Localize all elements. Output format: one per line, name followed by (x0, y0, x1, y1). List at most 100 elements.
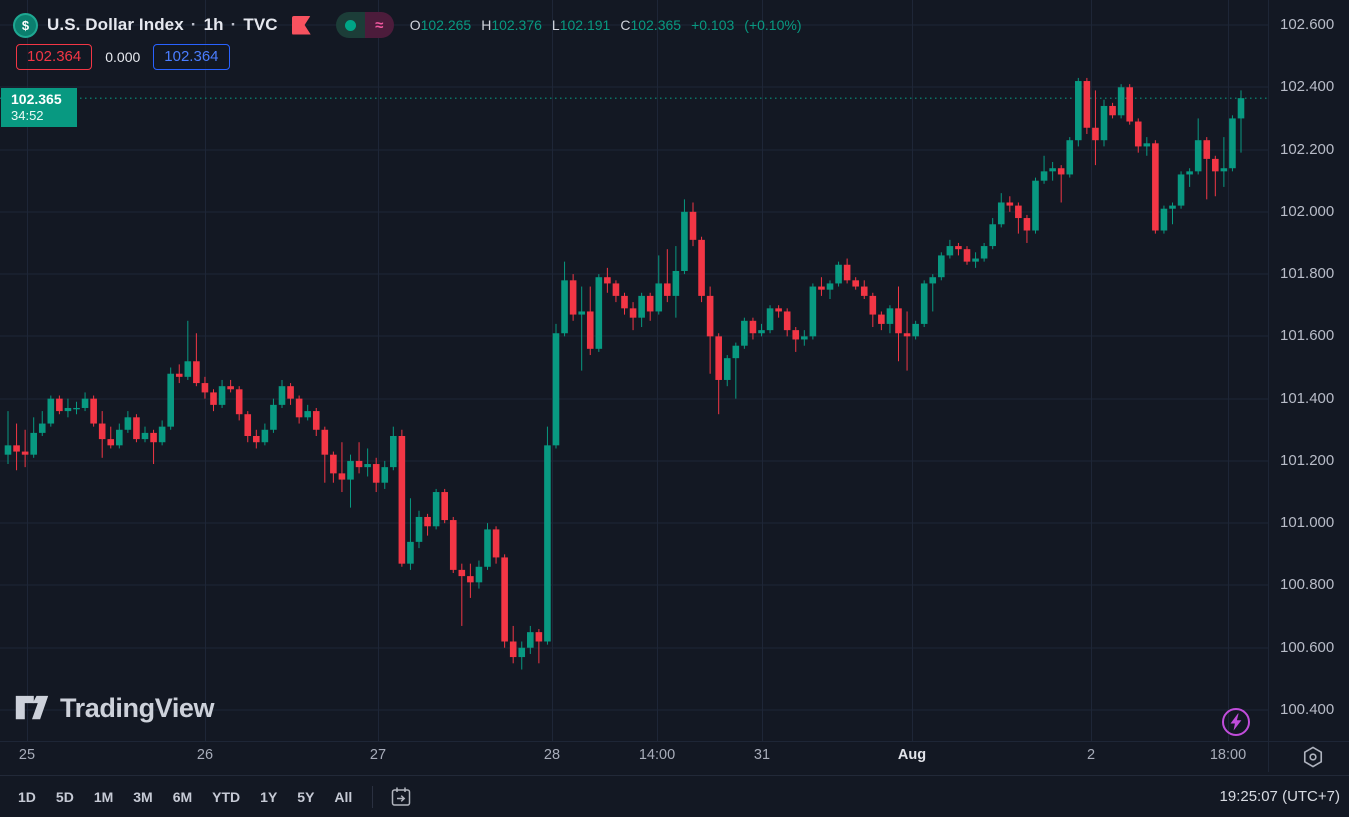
candle-body (13, 445, 20, 452)
candle-body (116, 429, 123, 446)
candle-body (604, 277, 611, 284)
candle-body (21, 451, 29, 455)
high-value: 102.376 (491, 17, 542, 33)
toolbar-separator (0, 775, 1349, 776)
candle-body (90, 398, 97, 424)
range-button-all[interactable]: All (334, 788, 353, 805)
candle-body (1194, 140, 1202, 172)
sell-button[interactable]: 102.364 (16, 44, 93, 70)
candle-body (646, 295, 654, 312)
candle-body (141, 432, 149, 440)
candle-body (390, 436, 397, 468)
candle-body (997, 202, 1005, 225)
range-button-ytd[interactable]: YTD (212, 788, 241, 805)
symbol-title[interactable]: U.S. Dollar Index · 1h · TVC (47, 15, 278, 34)
time-tick-label: 28 (543, 747, 561, 763)
candle-body (124, 417, 132, 430)
close-value: 102.365 (630, 17, 682, 33)
candle-body (201, 383, 209, 393)
candle-body (107, 439, 115, 446)
candle-body (467, 576, 474, 583)
market-status-toggle[interactable]: ≈ (335, 12, 394, 38)
time-axis-border (0, 741, 1349, 742)
candle-body (801, 336, 808, 340)
candle-body (715, 336, 722, 380)
candle-body (552, 333, 560, 446)
candle-body (398, 436, 406, 564)
candle-body (98, 423, 106, 440)
range-button-5y[interactable]: 5Y (297, 788, 315, 805)
price-tick-label: 101.000 (1280, 514, 1335, 532)
candle-body (706, 295, 714, 337)
price-tick-label: 101.800 (1280, 265, 1335, 283)
candle-body (689, 211, 697, 240)
candle-body (321, 429, 329, 455)
clock-timezone[interactable]: 19:25:07 (UTC+7) (1219, 788, 1340, 805)
candle-body (475, 566, 483, 583)
candle-body (946, 246, 954, 256)
candle-body (912, 323, 919, 337)
price-axis[interactable]: 102.600 102.400 102.200 102.000 101.800 101.6… (1268, 0, 1349, 772)
candle-body (972, 258, 979, 262)
range-button-6m[interactable]: 6M (172, 788, 193, 805)
bottom-toolbar: 1D 5D 1M 3M 6M YTD 1Y 5Y All 19:25:07 (U… (0, 776, 1349, 817)
tradingview-glyph-icon (15, 695, 49, 720)
candle-body (860, 286, 868, 296)
ohlc-readout: O102.265 H102.376 L102.191 C102.365 +0.1… (409, 17, 802, 33)
candle-body (1220, 168, 1228, 172)
candle-body (484, 529, 491, 567)
range-button-5d[interactable]: 5D (55, 788, 74, 805)
go-to-date-icon[interactable] (389, 785, 413, 809)
candle-body (878, 314, 885, 324)
candlestick-chart[interactable] (0, 0, 1268, 741)
candle-body (664, 283, 671, 296)
candle-body (852, 280, 859, 287)
range-button-1m[interactable]: 1M (93, 788, 114, 805)
time-tick-label: 25 (18, 747, 36, 763)
candle-body (1109, 105, 1116, 116)
candle-body (1006, 202, 1014, 206)
symbol-header: $ U.S. Dollar Index · 1h · TVC ≈ O102.26… (13, 11, 801, 39)
time-tick-label: 2 (1086, 747, 1096, 763)
candle-body (1237, 98, 1245, 119)
candle-body (869, 295, 877, 315)
candle-body (561, 280, 568, 334)
candle-body (38, 423, 46, 433)
candle-body (133, 417, 140, 440)
boost-button[interactable] (1220, 706, 1252, 738)
range-button-1y[interactable]: 1Y (260, 788, 278, 805)
axis-settings-button[interactable] (1300, 744, 1326, 770)
change-value: +0.103 (691, 17, 735, 33)
candle-body (295, 398, 303, 418)
flag-icon[interactable] (291, 15, 311, 35)
candle-body (432, 492, 440, 527)
candle-body (569, 280, 577, 315)
candle-body (938, 255, 945, 278)
candle-body (270, 404, 277, 430)
candle-body (355, 460, 363, 468)
time-tick-label: 31 (753, 747, 771, 763)
candle-body (509, 641, 517, 658)
candle-body (681, 211, 688, 271)
candle-body (1203, 140, 1211, 159)
candle-body (1186, 171, 1193, 175)
candle-body (30, 432, 37, 455)
range-button-3m[interactable]: 3M (133, 788, 153, 805)
candle-body (955, 246, 962, 250)
candle-body (612, 283, 620, 296)
price-tick-label: 100.400 (1280, 701, 1335, 718)
buy-button[interactable]: 102.364 (153, 44, 230, 70)
candle-body (920, 283, 928, 324)
candle-body (723, 358, 731, 380)
range-button-1d[interactable]: 1D (18, 788, 36, 805)
candle-body (903, 333, 911, 337)
candle-body (1100, 105, 1108, 141)
candle-body (655, 283, 663, 312)
candle-body (1169, 205, 1176, 209)
symbol-logo-icon: $ (13, 12, 38, 38)
candle-body (424, 516, 431, 527)
candle-body (175, 373, 183, 377)
time-axis[interactable]: 25 26 27 28 14:00 31 Aug 2 18:00 (0, 741, 1268, 775)
change-percent: (+0.10%) (744, 17, 802, 33)
candle-body (287, 386, 294, 399)
